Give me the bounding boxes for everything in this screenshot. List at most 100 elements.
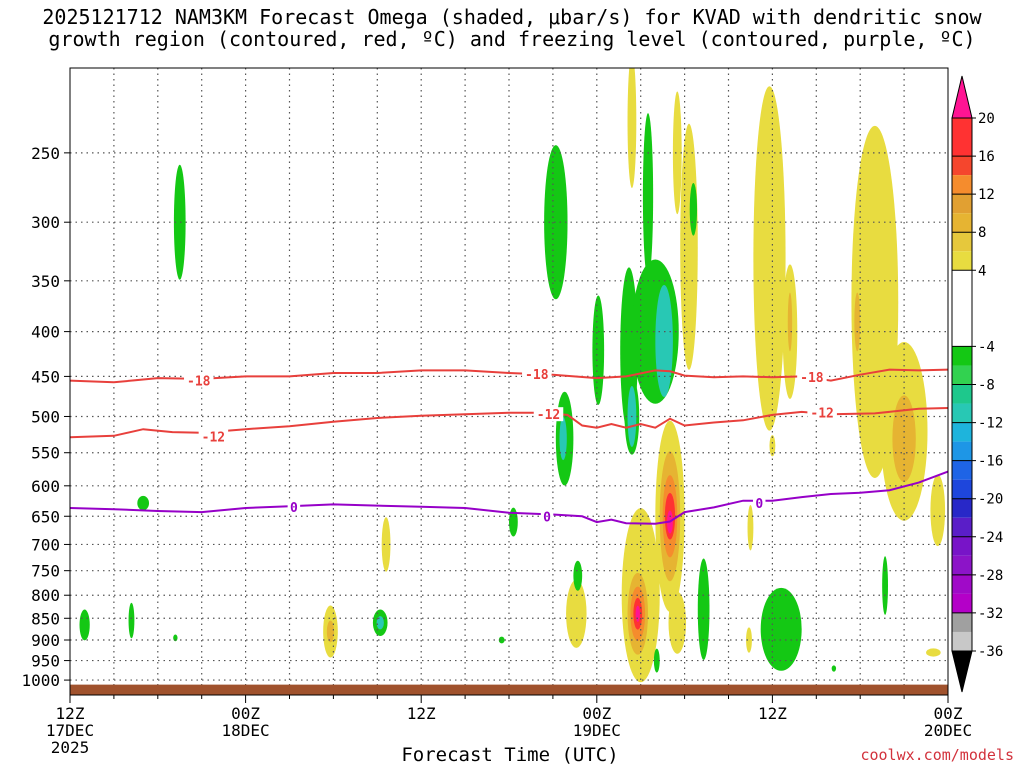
x-tick-label-0-1: 17DEC <box>46 721 94 740</box>
contour-label-bg-2-2 <box>752 496 766 511</box>
contour-label-2-2: 0 <box>755 497 763 512</box>
y-axis: 250 300 350 400 450 500 550 600 650 700 750 800 850 9… <box>21 144 70 690</box>
omega-region-0 <box>173 164 186 280</box>
cbar-top-arrow <box>951 75 973 119</box>
omega-region-58 <box>911 549 929 561</box>
omega-region-20 <box>642 113 654 279</box>
y-tick-label-450: 450 <box>31 367 60 386</box>
cbar-seg-18 <box>952 517 972 537</box>
y-tick-label-900: 900 <box>31 631 60 650</box>
omega-region-26 <box>672 91 682 215</box>
contour-label-bg-0-1 <box>522 366 552 381</box>
omega-region-4 <box>173 634 178 642</box>
cbar-label--28: -28 <box>978 568 1003 584</box>
contour-label-bg-0-2 <box>797 370 827 385</box>
credit-link[interactable]: coolwx.com/models <box>860 746 1014 764</box>
cbar-seg-22 <box>952 593 972 613</box>
omega-region-48 <box>831 665 837 672</box>
omega-region-17 <box>592 295 605 405</box>
x-tick-label-12-0: 00Z <box>231 704 260 723</box>
x-tick-label-12-1: 18DEC <box>222 721 270 740</box>
omega-region-14 <box>559 417 567 461</box>
colorbar: 20 16 12 8 4 -4 -8 -12 -16 -20 -24 -28 -32 -36 <box>951 75 1003 693</box>
cbar-seg-12 <box>952 403 972 423</box>
contour-label-0-2: -18 <box>800 371 824 386</box>
omega-region-9 <box>381 517 391 572</box>
cbar-seg-2 <box>952 156 972 176</box>
omega-region-47 <box>787 292 793 352</box>
omega-region-57 <box>951 68 957 104</box>
cbar-label--24: -24 <box>978 530 1003 546</box>
contour-label-bg-1-0 <box>198 429 229 444</box>
omega-region-11 <box>498 636 505 644</box>
y-tick-label-600: 600 <box>31 477 60 496</box>
x-tick-label-0-0: 12Z <box>56 704 85 723</box>
y-tick-label-1000: 1000 <box>21 671 60 690</box>
omega-region-53 <box>885 463 894 496</box>
cbar-seg-20 <box>952 555 972 575</box>
cbar-seg-6 <box>952 232 972 252</box>
cbar-seg-9 <box>952 346 972 366</box>
omega-region-12 <box>544 145 568 300</box>
omega-shading-layer <box>79 68 957 683</box>
cbar-seg-23 <box>952 612 972 632</box>
x-tick-label-60-0: 00Z <box>934 704 963 723</box>
cbar-seg-16 <box>952 479 972 499</box>
contour-label-1-2: -12 <box>810 407 833 422</box>
x-tick-label-48-0: 12Z <box>758 704 787 723</box>
cbar-seg-1 <box>952 118 972 157</box>
y-tick-label-800: 800 <box>31 586 60 605</box>
omega-region-6 <box>326 620 335 643</box>
ground-surface <box>70 684 948 695</box>
y-tick-label-950: 950 <box>31 652 60 671</box>
contour-label-bg-2-1 <box>540 509 554 524</box>
contour-line-1 <box>70 407 948 439</box>
chart-title-line2: growth region (contoured, red, ºC) and f… <box>48 27 976 51</box>
cbar-label--16: -16 <box>978 454 1003 470</box>
cbar-label--4: -4 <box>978 339 995 355</box>
surface-layer <box>70 684 948 695</box>
y-tick-label-300: 300 <box>31 213 60 232</box>
contour-label-bg-1-1 <box>533 407 564 422</box>
cbar-seg-8 <box>952 270 972 347</box>
chart-title-line1: 2025121712 NAM3KM Forecast Omega (shaded… <box>42 5 982 29</box>
cbar-label-4: 4 <box>978 263 986 279</box>
omega-region-43 <box>760 587 802 671</box>
omega-region-50 <box>854 292 861 352</box>
y-tick-label-650: 650 <box>31 507 60 526</box>
cbar-label--32: -32 <box>978 606 1003 622</box>
y-tick-label-700: 700 <box>31 535 60 554</box>
x-axis-title: Forecast Time (UTC) <box>401 744 619 766</box>
omega-region-1 <box>137 495 150 511</box>
x-tick-label-60-1: 20DEC <box>924 721 972 740</box>
cbar-seg-4 <box>952 194 972 214</box>
y-tick-label-750: 750 <box>31 562 60 581</box>
omega-region-25 <box>680 123 698 370</box>
contour-layer: -18 -18 -18 -12 -12 -12 0 0 0 <box>70 366 948 525</box>
omega-region-15 <box>566 579 587 648</box>
omega-region-41 <box>747 505 754 551</box>
cbar-seg-17 <box>952 498 972 518</box>
y-tick-label-550: 550 <box>31 444 60 463</box>
x-tick-label-36-0: 00Z <box>582 704 611 723</box>
omega-region-18 <box>627 68 637 188</box>
omega-region-56 <box>926 648 941 657</box>
cbar-seg-15 <box>952 460 972 480</box>
contour-label-1-0: -12 <box>202 430 225 445</box>
x-tick-label-24-0: 12Z <box>407 704 436 723</box>
y-tick-label-400: 400 <box>31 323 60 342</box>
contour-label-2-1: 0 <box>543 510 551 525</box>
cbar-seg-7 <box>952 251 972 271</box>
omega-region-45 <box>753 86 786 431</box>
cbar-seg-14 <box>952 441 972 461</box>
omega-region-42 <box>746 627 752 653</box>
cbar-label--20: -20 <box>978 492 1003 508</box>
cbar-seg-3 <box>952 175 972 195</box>
omega-region-27 <box>689 183 698 236</box>
x-tick-label-36-1: 19DEC <box>573 721 621 740</box>
omega-region-32 <box>635 605 640 622</box>
contour-label-bg-2-0 <box>287 499 301 514</box>
contour-label-bg-1-2 <box>807 405 837 420</box>
